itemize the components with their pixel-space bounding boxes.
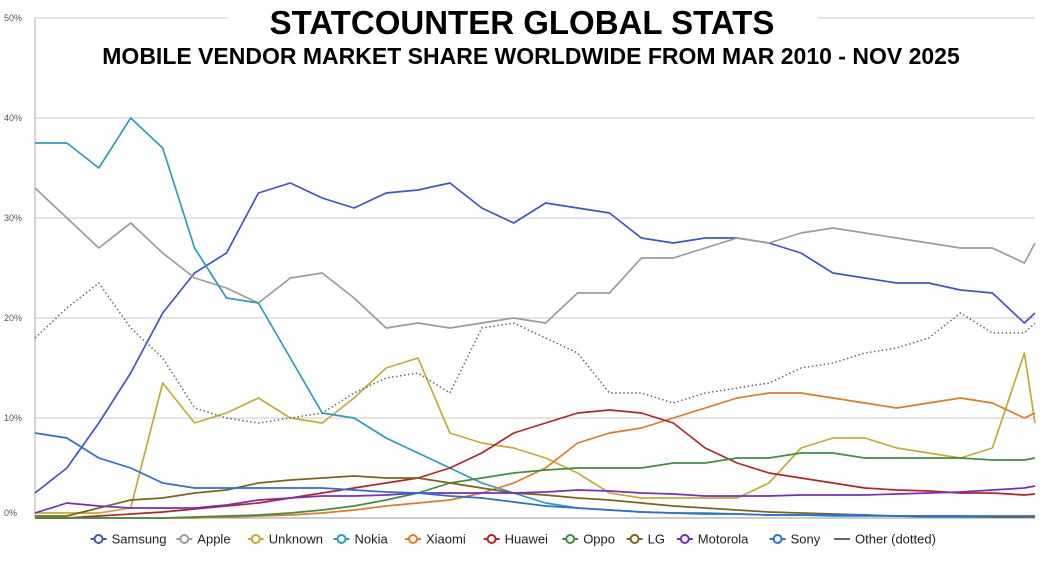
legend-swatch-marker bbox=[679, 534, 690, 544]
legend-item-nokia[interactable]: Nokia bbox=[333, 532, 389, 547]
y-tick-label: 40% bbox=[4, 113, 22, 123]
legend-label: Other (dotted) bbox=[855, 532, 936, 547]
legend-label: Samsung bbox=[112, 532, 167, 547]
title-backdrop bbox=[228, 4, 818, 38]
y-tick-label: 50% bbox=[4, 13, 22, 23]
series-line-xiaomi bbox=[35, 392, 1036, 519]
legend-item-unknown[interactable]: Unknown bbox=[247, 532, 323, 547]
chart-subtitle: MOBILE VENDOR MARKET SHARE WORLDWIDE FRO… bbox=[102, 43, 960, 69]
legend-swatch-marker bbox=[179, 534, 190, 544]
legend-label: Xiaomi bbox=[426, 532, 466, 547]
series-line-huawei bbox=[35, 409, 1036, 519]
legend-label: Huawei bbox=[505, 532, 548, 547]
series-line-samsung bbox=[34, 182, 1036, 494]
subtitle-backdrop bbox=[80, 38, 980, 68]
legend-label: Nokia bbox=[355, 532, 389, 547]
legend-item-other-dotted[interactable]: Other (dotted) bbox=[834, 532, 936, 547]
legend-item-apple[interactable]: Apple bbox=[176, 532, 231, 547]
legend-item-huawei[interactable]: Huawei bbox=[483, 532, 548, 547]
series-line-other-dotted bbox=[34, 282, 1036, 424]
y-tick-label: 0% bbox=[4, 508, 17, 518]
legend-item-samsung[interactable]: Samsung bbox=[90, 532, 167, 547]
legend-swatch-marker bbox=[250, 534, 261, 544]
legend-label: Sony bbox=[791, 532, 821, 547]
series-line-apple bbox=[34, 187, 1036, 329]
legend-swatch-marker bbox=[93, 534, 104, 544]
legend-item-sony[interactable]: Sony bbox=[769, 532, 821, 547]
legend-label: Motorola bbox=[698, 532, 749, 547]
legend-swatch-marker bbox=[629, 534, 640, 544]
legend-swatch-marker bbox=[565, 534, 576, 544]
chart-title: STATCOUNTER GLOBAL STATS bbox=[270, 4, 775, 41]
legend-swatch-marker bbox=[408, 534, 418, 544]
legend-label: Unknown bbox=[269, 532, 323, 547]
y-tick-label: 20% bbox=[4, 313, 22, 323]
y-tick-label: 30% bbox=[4, 213, 22, 223]
legend: Samsung Apple Unknown Nokia Xiaomi Huawei Oppo… bbox=[90, 532, 936, 547]
y-axis-ticks: 0% 10% 20% 30% 40% 50% bbox=[4, 13, 22, 518]
legend-label: Oppo bbox=[583, 532, 615, 547]
series-layer bbox=[34, 117, 1036, 519]
legend-swatch-marker bbox=[772, 534, 783, 544]
legend-item-oppo[interactable]: Oppo bbox=[562, 532, 615, 547]
legend-item-motorola[interactable]: Motorola bbox=[676, 532, 749, 547]
series-line-motorola bbox=[34, 485, 1036, 514]
legend-swatch-marker bbox=[486, 534, 497, 544]
series-line-oppo bbox=[35, 452, 1036, 519]
y-tick-label: 10% bbox=[4, 413, 22, 423]
legend-item-xiaomi[interactable]: Xiaomi bbox=[405, 532, 466, 547]
series-line-sony bbox=[34, 432, 1035, 517]
legend-label: LG bbox=[648, 532, 665, 547]
legend-swatch-marker bbox=[336, 534, 347, 544]
legend-label: Apple bbox=[197, 532, 230, 547]
series-line-unknown bbox=[35, 352, 1036, 514]
legend-item-lg[interactable]: LG bbox=[626, 532, 665, 547]
